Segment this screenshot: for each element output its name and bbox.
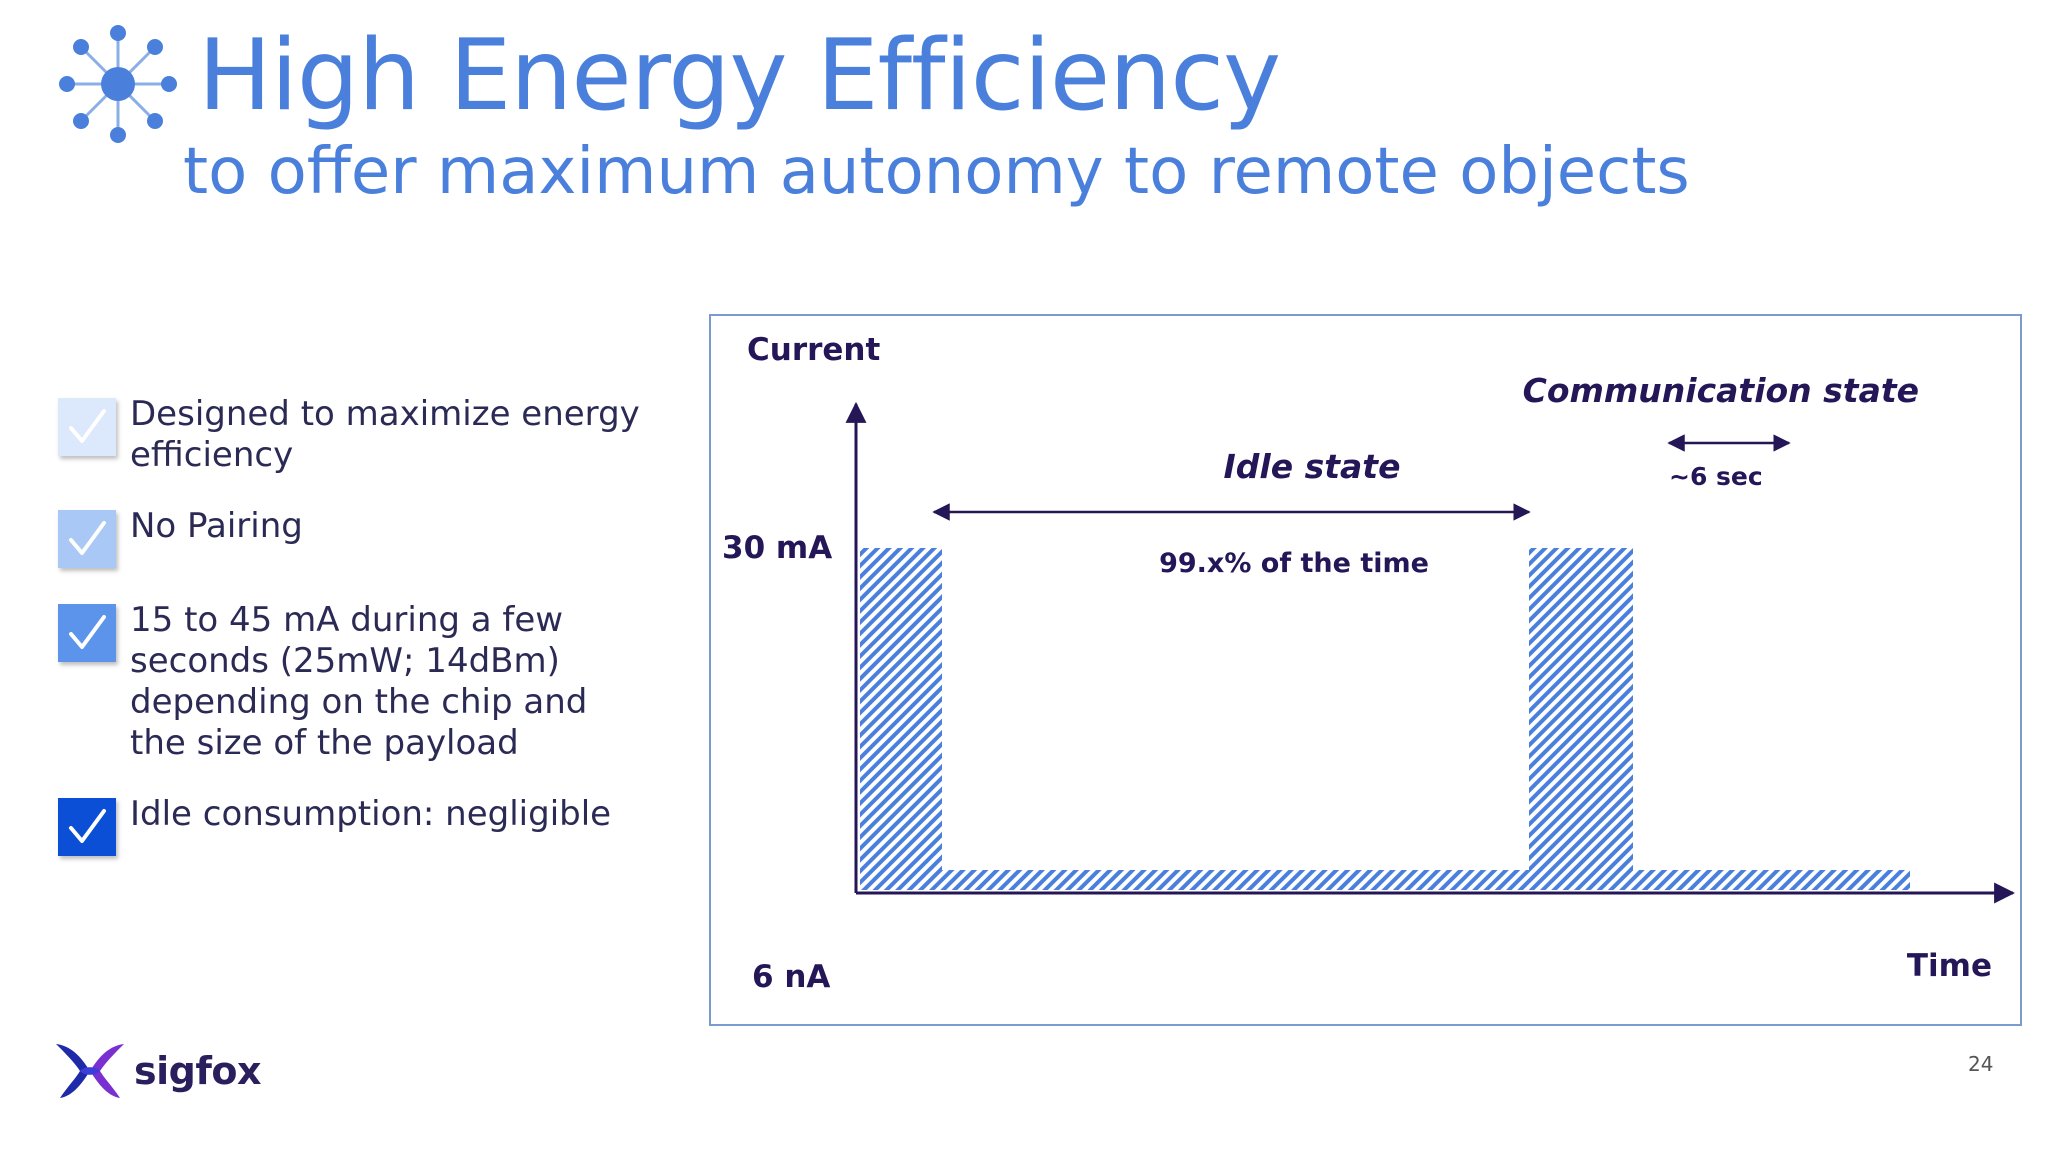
bullet-text: 15 to 45 mA during a few seconds (25mW; … [130,600,588,763]
checkmark-icon [58,510,116,568]
bullet-text: No Pairing [130,506,303,546]
tx-pulse-2 [1529,548,1633,890]
checkmark-icon [58,604,116,662]
bullet-text: Designed to maximize energy efficiency [130,394,640,475]
y-high-label: 30 mA [722,530,832,566]
page-number: 24 [1968,1052,1994,1076]
comm-duration-label: ~6 sec [1669,462,1763,491]
page-subtitle: to offer maximum autonomy to remote obje… [183,135,1690,209]
bullet-item: 15 to 45 mA during a few seconds (25mW; … [58,600,650,764]
tx-pulse-1 [860,548,942,890]
idle-duration-label: 99.x% of the time [1159,548,1429,579]
idle-baseline [942,870,1529,890]
page-title: High Energy Efficiency [198,19,1281,133]
checkmark-icon [58,798,116,856]
idle-baseline-2 [1633,870,1910,890]
network-node-icon [59,25,177,143]
bullet-text: Idle consumption: negligible [130,794,612,834]
logo-text: sigfox [134,1049,262,1093]
checkmark-icon [58,398,116,456]
y-low-label: 6 nA [752,959,830,995]
y-axis-label: Current [747,332,880,368]
bullet-item: Designed to maximize energy efficiency [58,394,650,476]
bullet-item: Idle consumption: negligible [58,794,650,856]
x-axis-label: Time [1907,948,1992,984]
comm-state-label: Communication state [1523,371,1919,410]
sigfox-logo-icon [56,1044,124,1098]
bullet-item: No Pairing [58,506,650,568]
sigfox-logo: sigfox [54,1040,262,1102]
idle-state-label: Idle state [1224,447,1401,486]
current-diagram: Current Time 30 mA 6 nA Idle state 99.x%… [709,314,2022,1026]
